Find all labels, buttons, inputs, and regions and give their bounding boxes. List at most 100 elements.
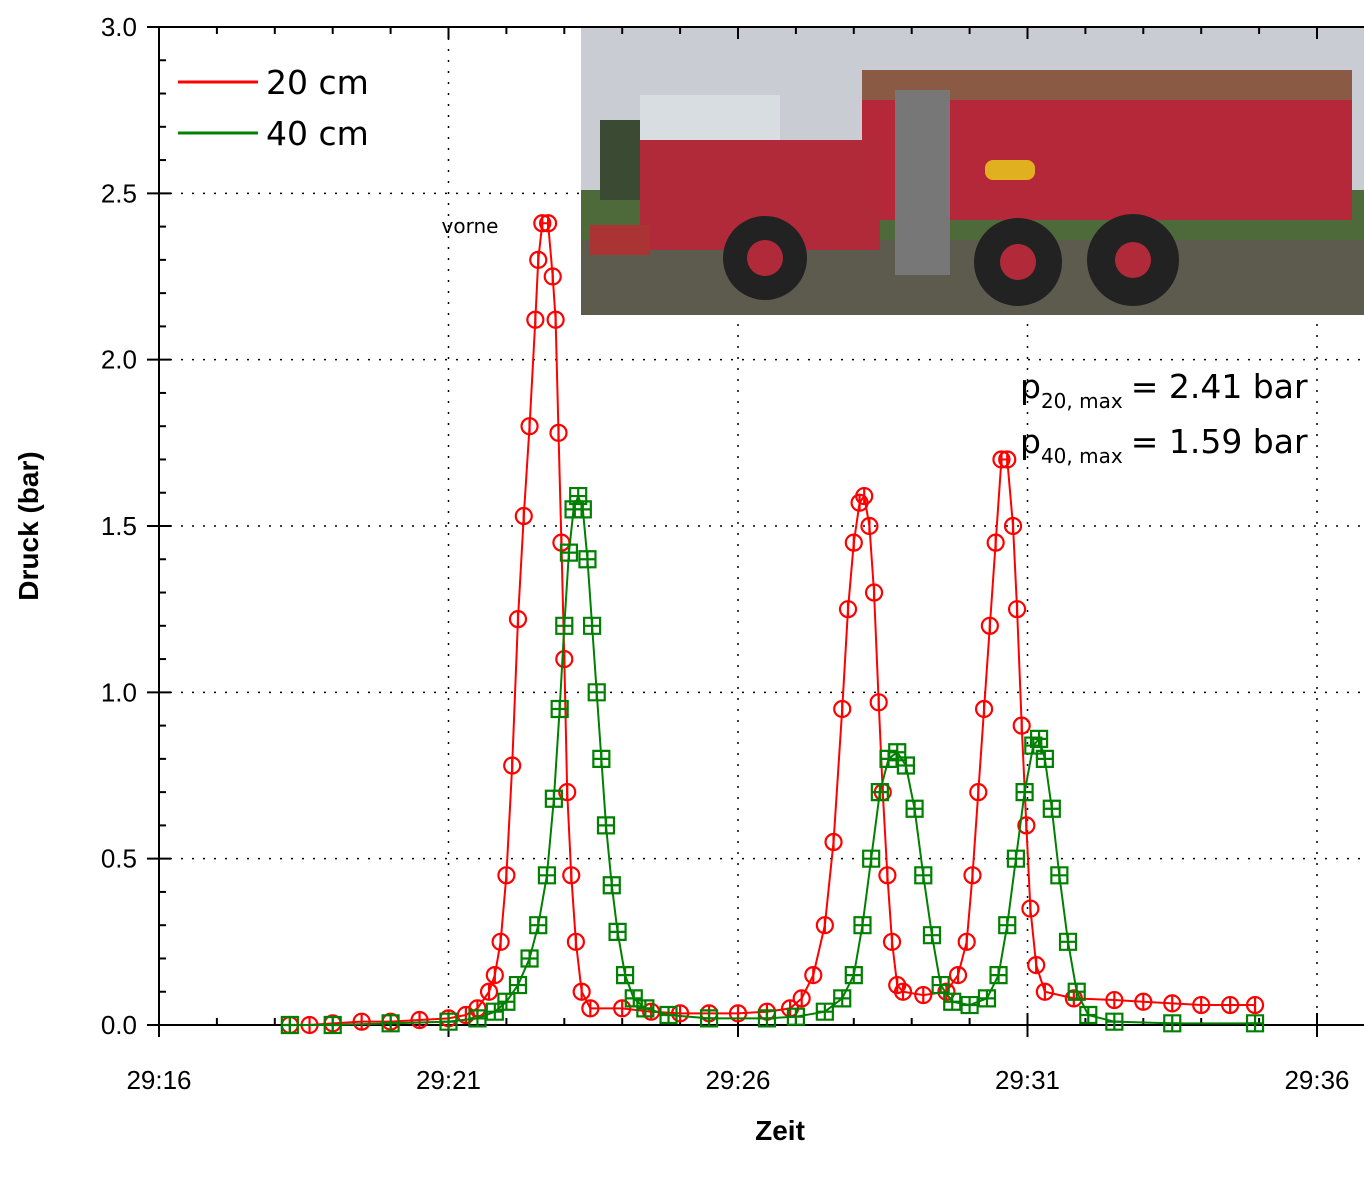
- data-point: [1221, 996, 1240, 1015]
- data-point: [468, 1009, 487, 1028]
- data-point: [786, 1007, 805, 1026]
- data-point: [529, 916, 548, 935]
- data-point: [844, 533, 863, 552]
- data-point: [559, 543, 579, 562]
- data-point: [1134, 992, 1153, 1011]
- data-point: [989, 966, 1008, 985]
- legend-label: 40 cm: [266, 114, 369, 153]
- data-point: [969, 783, 988, 802]
- data-point: [592, 749, 611, 768]
- data-point: [550, 699, 569, 719]
- data-point: [1003, 516, 1023, 536]
- data-point: [948, 966, 968, 985]
- data-point: [602, 876, 621, 895]
- legend-label: 20 cm: [266, 63, 369, 102]
- data-point: [1067, 982, 1086, 1001]
- data-point: [659, 1005, 678, 1025]
- data-point: [855, 487, 874, 506]
- data-point: [943, 992, 962, 1011]
- y-tick-label: 1.5: [101, 511, 137, 541]
- data-point: [860, 516, 879, 536]
- data-point: [479, 982, 499, 1001]
- data-point: [977, 989, 997, 1008]
- annotation: p20, max = 2.41 bar: [1020, 367, 1308, 413]
- x-tick-label: 29:26: [705, 1065, 770, 1095]
- data-point: [1105, 991, 1124, 1010]
- data-point: [503, 756, 522, 775]
- data-point: [578, 550, 597, 569]
- data-point: [998, 450, 1017, 469]
- data-point: [980, 616, 999, 635]
- data-point: [869, 693, 888, 712]
- data-point: [613, 999, 632, 1018]
- annotation: vorne: [442, 214, 499, 238]
- data-point: [1006, 849, 1026, 868]
- data-point: [1192, 996, 1211, 1015]
- y-tick-label: 3.0: [101, 12, 137, 42]
- data-point: [882, 932, 902, 951]
- data-point: [543, 267, 562, 286]
- data-point: [1163, 994, 1182, 1013]
- data-point: [615, 966, 635, 985]
- y-tick-label: 2.0: [101, 345, 137, 375]
- data-point: [1021, 899, 1040, 918]
- series-line: [289, 493, 1256, 1026]
- x-tick-label: 29:21: [416, 1065, 481, 1095]
- data-point: [573, 500, 592, 519]
- annotation-symbol: p: [1020, 367, 1041, 406]
- x-tick-label: 29:31: [995, 1065, 1060, 1095]
- data-point: [555, 616, 574, 635]
- annotation-subscript: 20, max: [1041, 389, 1123, 413]
- data-point: [960, 995, 979, 1015]
- data-point: [497, 866, 516, 885]
- data-point: [1105, 1012, 1124, 1031]
- data-point: [352, 1012, 371, 1031]
- data-point: [549, 423, 568, 442]
- data-point: [546, 310, 565, 329]
- y-tick-label: 2.5: [101, 178, 137, 208]
- data-point: [1007, 600, 1027, 619]
- data-point: [1058, 932, 1078, 951]
- data-point: [957, 932, 976, 951]
- data-point: [520, 417, 539, 436]
- data-point: [608, 922, 627, 941]
- data-point: [864, 583, 884, 602]
- data-point: [1079, 1005, 1098, 1025]
- annotation-subscript: 40, max: [1041, 444, 1123, 468]
- annotation-text: = 2.41 bar: [1131, 367, 1308, 406]
- data-point: [566, 932, 585, 951]
- data-point: [1245, 1014, 1265, 1033]
- data-point: [699, 1009, 719, 1028]
- data-point: [520, 949, 539, 968]
- data-point: [1163, 1014, 1182, 1033]
- data-point: [838, 600, 858, 619]
- data-point: [833, 699, 852, 718]
- data-point: [815, 916, 834, 935]
- data-point: [1012, 716, 1031, 735]
- data-point: [555, 650, 574, 669]
- data-point: [410, 1010, 429, 1030]
- data-point: [815, 1002, 834, 1021]
- series-line: [289, 222, 1256, 1026]
- data-point: [844, 966, 863, 985]
- data-point: [636, 999, 655, 1018]
- data-point: [439, 1012, 458, 1031]
- data-point: [1035, 749, 1054, 768]
- data-point: [986, 533, 1005, 552]
- data-point: [896, 756, 916, 775]
- data-point: [491, 932, 510, 951]
- data-point: [878, 866, 897, 885]
- data-point: [1050, 866, 1069, 885]
- data-point: [582, 616, 602, 635]
- data-point: [1042, 799, 1061, 818]
- data-point: [323, 1015, 342, 1035]
- y-axis-title: Druck (bar): [13, 451, 44, 600]
- data-point: [538, 214, 558, 233]
- data-point: [998, 916, 1017, 935]
- x-tick-label: 29:16: [126, 1065, 191, 1095]
- data-point: [914, 986, 933, 1005]
- data-point: [529, 250, 548, 269]
- data-point: [280, 1015, 299, 1035]
- data-point: [1035, 982, 1054, 1001]
